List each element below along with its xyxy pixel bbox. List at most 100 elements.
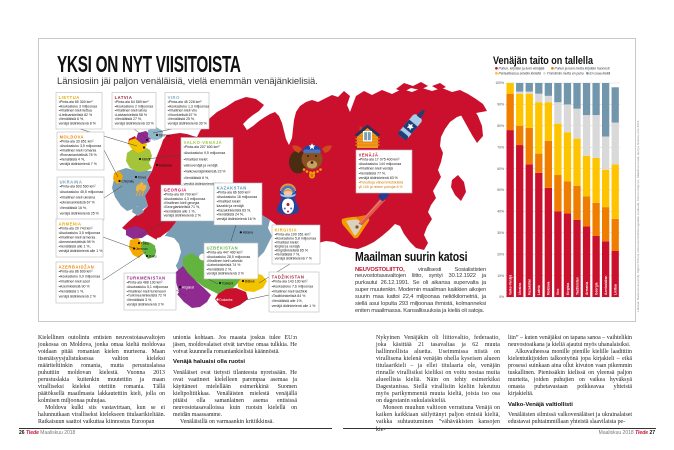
svg-text:•Venäläisiä alle 1%,: •Venäläisiä alle 1%, [272, 299, 303, 303]
svg-text:•Kazakinkielisiä 63 %,: •Kazakinkielisiä 63 %, [217, 208, 252, 212]
svg-text:•Pinta-ala 86 600 km²: •Pinta-ala 86 600 km² [59, 270, 94, 274]
svg-text:20%: 20% [497, 252, 504, 256]
svg-text:Ukraina: Ukraina [518, 283, 522, 295]
svg-text:60%: 60% [497, 167, 504, 171]
svg-text:Tallinna: Tallinna [159, 133, 170, 137]
svg-text:•Tadžikinkielisiä 84 %: •Tadžikinkielisiä 84 % [272, 294, 307, 298]
svg-text:•Venäläisiä 25 %,: •Venäläisiä 25 %, [168, 117, 195, 121]
svg-text:Kirgisia: Kirgisia [566, 283, 570, 295]
svg-text:venäjä äidinkielenä 2 %: venäjä äidinkielenä 2 % [164, 213, 202, 217]
svg-text:Chișinău: Chișinău [121, 179, 134, 183]
svg-text:Kazakstan: Kazakstan [528, 279, 532, 295]
svg-text:venäjä äidinkielenä 3 %: venäjä äidinkielenä 3 % [127, 302, 165, 306]
svg-text:Georgia: Georgia [594, 282, 598, 295]
svg-text:•Venäläisiä alle 1 %,: •Venäläisiä alle 1 %, [164, 209, 196, 213]
svg-text:UKRAINA: UKRAINA [60, 179, 83, 184]
svg-text:•Pinta-ala 69 700 km²: •Pinta-ala 69 700 km² [164, 193, 199, 197]
svg-text:TURKMENISTAN: TURKMENISTAN [127, 275, 166, 280]
svg-text:•Venäläisiä 77 %,: •Venäläisiä 77 %, [359, 171, 386, 175]
svg-text:•Virallinen kieli azeri: •Virallinen kieli azeri [59, 280, 91, 284]
svg-text:Baku: Baku [149, 254, 157, 258]
svg-text:kazakki ja venäjä: kazakki ja venäjä [217, 204, 244, 208]
svg-text:40%: 40% [497, 210, 504, 214]
svg-text:Tadžikistan: Tadžikistan [575, 277, 579, 295]
svg-text:•Vironkielisiä 67 %: •Vironkielisiä 67 % [168, 113, 198, 117]
svg-text:•Venäläisiä 8 %,: •Venäläisiä 8 %, [184, 176, 210, 180]
svg-text:TADŽIKISTAN: TADŽIKISTAN [272, 274, 305, 279]
svg-text:•Venäläisiä 2 %,: •Venäläisiä 2 %, [207, 267, 233, 271]
svg-text:venäjä äidinkielenä 2 %: venäjä äidinkielenä 2 % [59, 295, 97, 299]
svg-text:•Virallinen kieli venäjä: •Virallinen kieli venäjä [359, 167, 393, 171]
svg-text:•Virallinen kieli ukraina: •Virallinen kieli ukraina [60, 195, 96, 199]
svg-text:venäjä äidinkielenä alle 1 %: venäjä äidinkielenä alle 1 % [59, 249, 104, 253]
svg-text:venäjä äidinkielenä 54 %: venäjä äidinkielenä 54 % [184, 182, 224, 186]
svg-text:•Pinta-ala 488 100 km²: •Pinta-ala 488 100 km² [127, 281, 164, 285]
svg-text:100%: 100% [495, 81, 504, 85]
svg-text:UZBEKISTAN: UZBEKISTAN [207, 245, 239, 250]
svg-text:•Virallinen kieli latvia: •Virallinen kieli latvia [115, 109, 147, 113]
svg-text:•Turkmeeninkielisiä 72 %: •Turkmeeninkielisiä 72 % [127, 294, 167, 298]
svg-text:•Venäläisiä 3 %,: •Venäläisiä 3 %, [127, 298, 153, 302]
svg-text:Puhun ja luen mutta kirjoitan: Puhun ja luen mutta kirjoitan huonosti [555, 67, 610, 71]
svg-text:Astana: Astana [243, 231, 253, 235]
svg-text:•Uzbekinkielisiä 74 %: •Uzbekinkielisiä 74 % [207, 263, 242, 267]
svg-text:venäjä äidinkielenä 7 %: venäjä äidinkielenä 7 % [60, 162, 98, 166]
svg-text:Ymmärrän mutta en puhu: Ymmärrän mutta en puhu [547, 72, 585, 76]
svg-text:•Puhuttuja vähemmistökieliä: •Puhuttuja vähemmistökieliä [359, 180, 403, 184]
svg-text:AZERBAIDŽAN: AZERBAIDŽAN [59, 264, 95, 269]
svg-text:•Virallinen kieli viro: •Virallinen kieli viro [168, 109, 198, 113]
svg-text:Biškek: Biškek [245, 279, 255, 283]
svg-text:•Asukasluku 5,8 miljoonaa: •Asukasluku 5,8 miljoonaa [275, 237, 316, 241]
svg-text:En osaa kieltä: En osaa kieltä [590, 72, 611, 76]
svg-text:•Asukasluku 4,3 miljoonaa: •Asukasluku 4,3 miljoonaa [164, 197, 205, 201]
svg-text:•Virallinen kieli liettua: •Virallinen kieli liettua [59, 109, 92, 113]
svg-text:LATVIA: LATVIA [115, 95, 133, 100]
svg-text:90%: 90% [497, 103, 504, 107]
svg-text:80%: 80% [497, 124, 504, 128]
svg-text:50%: 50% [497, 188, 504, 192]
svg-text:Minsk: Minsk [142, 157, 151, 161]
svg-text:•Venäläisiä 7 %,: •Venäläisiä 7 %, [275, 253, 301, 257]
svg-text:Dušanbe: Dušanbe [219, 298, 232, 302]
svg-text:•Kirgiisinkielisiä 65 %: •Kirgiisinkielisiä 65 % [275, 249, 309, 253]
svg-text:venäjä äidinkielenä 83 %: venäjä äidinkielenä 83 % [359, 176, 399, 180]
svg-text:Valko-Venäjä: Valko-Venäjä [508, 275, 512, 295]
svg-text:•Virallinen kieli turkmeeni: •Virallinen kieli turkmeeni [127, 289, 167, 293]
svg-text:venäjä äidinkielenä 30 %: venäjä äidinkielenä 30 % [168, 121, 208, 125]
svg-text:Ašgabat: Ašgabat [182, 285, 194, 289]
svg-text:ARMENIA: ARMENIA [59, 221, 82, 226]
svg-text:•Pinta-ala 33 851 km²: •Pinta-ala 33 851 km² [60, 140, 95, 144]
svg-text:VALKO-VENÄJÄ: VALKO-VENÄJÄ [184, 140, 223, 145]
svg-text:Latvia: Latvia [537, 285, 541, 295]
svg-text:70%: 70% [497, 145, 504, 149]
svg-text:VENÄJÄ: VENÄJÄ [359, 152, 379, 157]
svg-text:venäjä äidinkielenä 25 %: venäjä äidinkielenä 25 % [60, 211, 100, 215]
svg-text:•Virallinen kieli uzbekki: •Virallinen kieli uzbekki [207, 259, 243, 263]
svg-text:•Armeniankielisiä 98 %: •Armeniankielisiä 98 % [59, 240, 96, 244]
svg-text:MOLDOVA: MOLDOVA [60, 134, 84, 139]
svg-text:Azerbaidžan: Azerbaidžan [604, 276, 608, 295]
svg-text:LIETTUA: LIETTUA [59, 95, 80, 100]
svg-text:venäjä äidinkielenä 7 %: venäjä äidinkielenä 7 % [275, 257, 313, 261]
svg-text:•Pinta-ala 45 228 km²: •Pinta-ala 45 228 km² [168, 100, 203, 104]
svg-text:•Romaniankielisiä 78 %: •Romaniankielisiä 78 % [60, 153, 98, 157]
svg-text:yli 100 ja niiden puhujia 8 %: yli 100 ja niiden puhujia 8 % [359, 185, 404, 189]
svg-text:venäjä äidinkielenä 3 %: venäjä äidinkielenä 3 % [207, 271, 245, 275]
svg-text:•Asukasluku 16 miljoonaa: •Asukasluku 16 miljoonaa [217, 195, 258, 199]
svg-text:Kiova: Kiova [138, 175, 146, 179]
svg-text:•Pinta-ala 143 100 km²: •Pinta-ala 143 100 km² [272, 280, 309, 284]
svg-text:•Pinta-ala 199 951 km²: •Pinta-ala 199 951 km² [275, 233, 312, 237]
svg-text:Toškent: Toškent [222, 281, 233, 285]
svg-text:Moldova: Moldova [547, 281, 551, 295]
svg-text:•Liettuankielisiä 82 %: •Liettuankielisiä 82 % [59, 113, 93, 117]
svg-text:•Venäläisiä 1 %,: •Venäläisiä 1 %, [59, 290, 85, 294]
svg-text:Venäjän taito on tallella: Venäjän taito on tallella [493, 55, 594, 67]
svg-text:•Pinta-ala 65 300 km²: •Pinta-ala 65 300 km² [59, 100, 94, 104]
svg-text:Puhun, kirjoitan ja luen venäj: Puhun, kirjoitan ja luen venäjää [499, 67, 545, 71]
svg-text:•Viralliset kielet: •Viralliset kielet [184, 157, 208, 161]
svg-text:•Asukasluku 28,5 miljoonaa: •Asukasluku 28,5 miljoonaa [207, 255, 250, 259]
svg-text:•Virallinen kieli romania: •Virallinen kieli romania [60, 149, 97, 153]
svg-text:•Asukasluku 3,5 miljoonaa: •Asukasluku 3,5 miljoonaa [60, 144, 101, 148]
svg-text:•Asukasluku 7,6 miljoonaa: •Asukasluku 7,6 miljoonaa [272, 284, 313, 288]
svg-text:Moskova: Moskova [159, 163, 172, 167]
